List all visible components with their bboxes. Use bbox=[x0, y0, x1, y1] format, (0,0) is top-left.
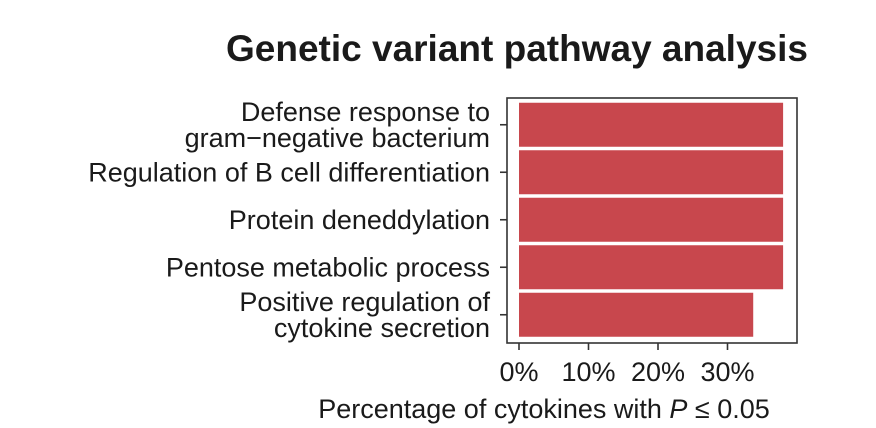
x-axis-title: Percentage of cytokines with P ≤ 0.05 bbox=[318, 394, 770, 424]
x-tick-label: 20% bbox=[631, 357, 685, 387]
bar bbox=[519, 150, 784, 195]
x-axis: 0% 10% 20% 30% bbox=[499, 343, 755, 387]
y-tick-label: Regulation of B cell differentiation bbox=[88, 157, 490, 187]
x-tick-label: 30% bbox=[700, 357, 754, 387]
y-tick-label: Defense response to gram−negative bacteri… bbox=[185, 97, 490, 153]
bar bbox=[519, 197, 784, 242]
y-axis: Defense response to gram−negative bacteri… bbox=[88, 97, 507, 343]
y-tick-label: Positive regulation of cytokine secretion bbox=[239, 287, 490, 343]
x-axis-title-suffix: ≤ 0.05 bbox=[687, 394, 769, 424]
bar bbox=[519, 292, 754, 337]
bar bbox=[519, 245, 784, 290]
y-tick-label: Protein deneddylation bbox=[229, 205, 490, 235]
x-axis-title-variable: P bbox=[669, 394, 687, 424]
bar bbox=[519, 102, 784, 147]
bars-group bbox=[519, 102, 784, 337]
chart-title: Genetic variant pathway analysis bbox=[226, 28, 808, 69]
x-tick-label: 0% bbox=[499, 357, 538, 387]
x-axis-title-prefix: Percentage of cytokines with bbox=[318, 394, 669, 424]
y-tick-label: Pentose metabolic process bbox=[166, 252, 490, 282]
x-tick-label: 10% bbox=[561, 357, 615, 387]
